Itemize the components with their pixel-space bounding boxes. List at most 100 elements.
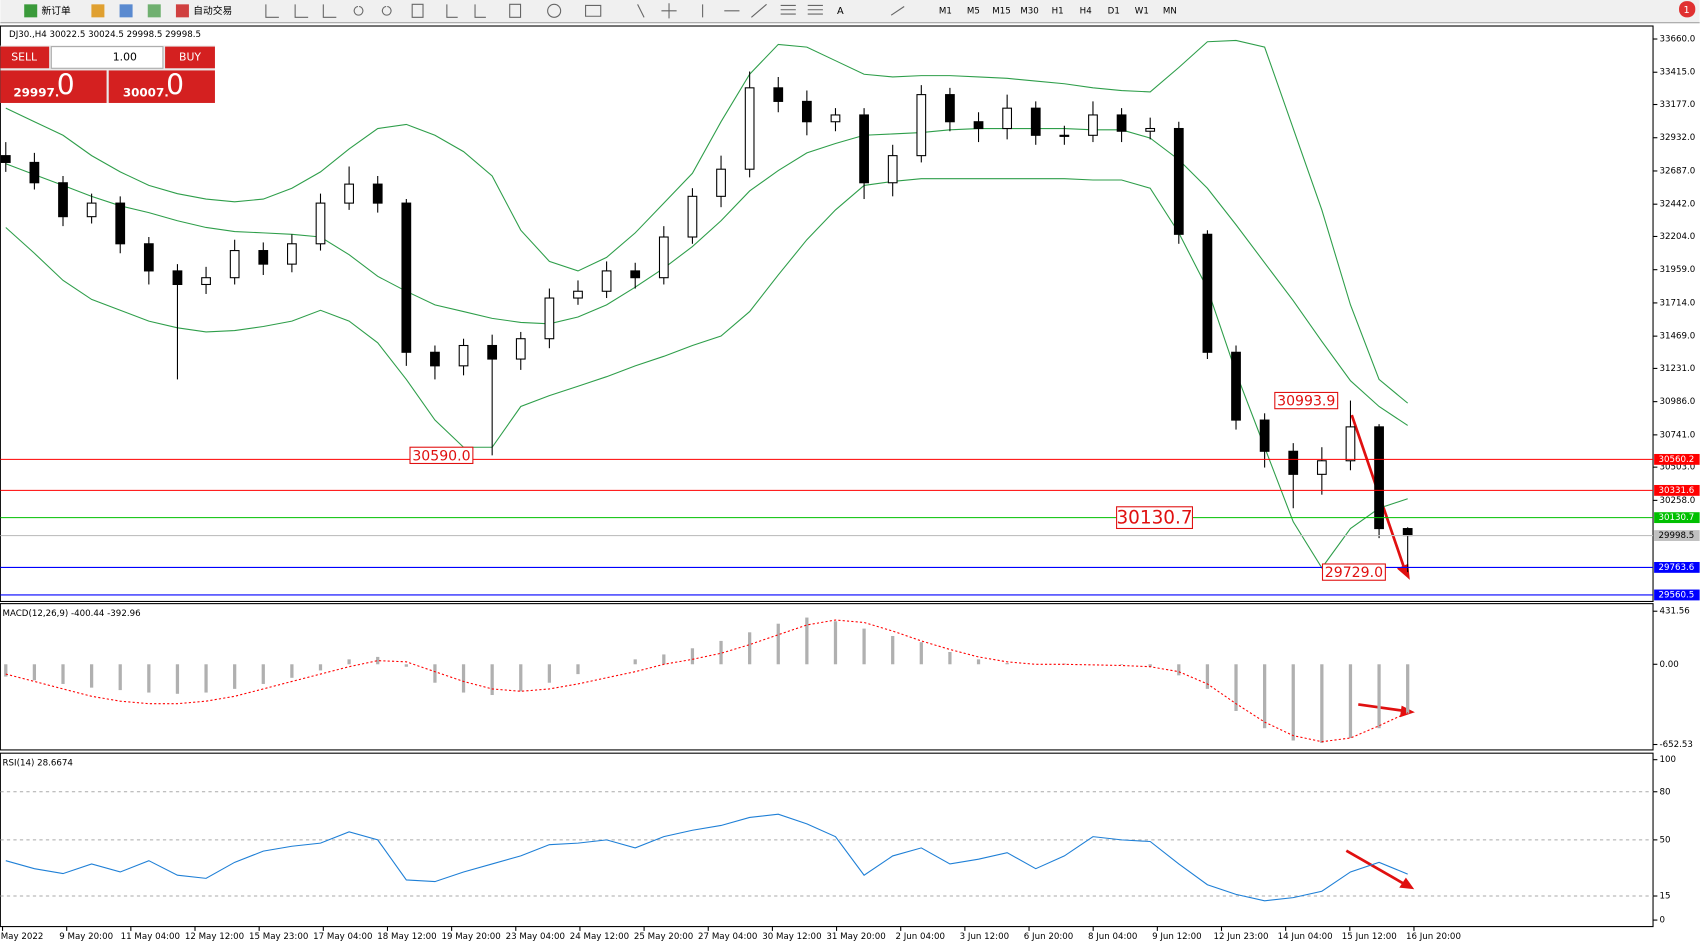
candle-body xyxy=(544,297,555,340)
macd-bar xyxy=(719,640,723,665)
date-label: 6 Jun 20:00 xyxy=(1024,932,1073,942)
macd-bar xyxy=(376,656,380,665)
y-tick-label: 30503.0 xyxy=(1660,463,1696,473)
timeframe[interactable]: M5 xyxy=(967,6,980,16)
price-annotation-box xyxy=(1274,391,1339,410)
candle-body xyxy=(201,277,211,286)
new-order-icon[interactable] xyxy=(24,4,38,18)
timeframe[interactable]: W1 xyxy=(1135,6,1149,16)
ask-big[interactable]: 0 xyxy=(166,69,184,102)
lot-value[interactable]: 1.00 xyxy=(113,50,137,63)
macd-bar xyxy=(833,621,838,665)
macd-bar xyxy=(204,664,208,693)
candle-body xyxy=(287,243,297,265)
toolbar-icons xyxy=(265,3,905,19)
price-level-label: 30331.6 xyxy=(1658,486,1694,496)
buy-label[interactable]: BUY xyxy=(179,50,201,63)
macd-bar xyxy=(776,623,780,665)
date-label: 31 May 20:00 xyxy=(826,932,885,942)
lot-input[interactable] xyxy=(50,46,164,69)
candle-body xyxy=(1030,107,1041,136)
text-tool[interactable]: A xyxy=(837,6,844,17)
candle-body xyxy=(830,114,841,123)
y-tick-label: 33177.0 xyxy=(1660,100,1696,110)
bid-big[interactable]: 0 xyxy=(57,69,75,102)
tool-icon[interactable] xyxy=(119,4,133,18)
candle-body xyxy=(143,243,154,272)
sell-button[interactable] xyxy=(0,46,50,69)
date-label: 8 Jun 04:00 xyxy=(1088,932,1137,942)
new-order[interactable]: 新订单 xyxy=(42,4,71,17)
auto-trade-icon[interactable] xyxy=(175,4,189,18)
bollinger-lower xyxy=(5,178,1408,569)
y-tick-label: 30741.0 xyxy=(1660,430,1696,440)
macd-bar xyxy=(519,664,523,692)
macd-bar xyxy=(690,648,695,665)
timeframe[interactable]: M1 xyxy=(939,6,952,16)
candle-body xyxy=(859,114,869,184)
y-tick-label: 32687.0 xyxy=(1660,166,1696,176)
price-level-label: 29560.5 xyxy=(1658,590,1694,600)
candle-body xyxy=(1173,127,1184,235)
macd-bar xyxy=(576,664,580,675)
price-annotation: 30130.7 xyxy=(1116,508,1192,529)
candle-body xyxy=(1002,107,1013,130)
candle-body xyxy=(58,182,68,218)
price-annotation-box xyxy=(409,446,474,465)
sell-label[interactable]: SELL xyxy=(11,50,37,63)
rsi-tick-label: 0 xyxy=(1660,916,1666,926)
tool-icon[interactable] xyxy=(91,4,105,18)
macd-bar xyxy=(1263,664,1267,729)
candle-body xyxy=(29,161,40,184)
timeframe[interactable]: MN xyxy=(1163,6,1177,16)
notification-badge[interactable] xyxy=(1679,1,1696,18)
macd-bar xyxy=(1119,664,1124,665)
timeframe[interactable]: H4 xyxy=(1080,6,1093,16)
macd-bar xyxy=(1148,664,1152,667)
macd-bar xyxy=(1234,664,1238,712)
candle-body xyxy=(1231,351,1241,421)
bollinger-upper xyxy=(5,39,1409,404)
macd-tick-label: -652.53 xyxy=(1660,740,1693,750)
buy-button[interactable] xyxy=(165,46,215,69)
macd-bar xyxy=(1406,664,1410,714)
macd-bar xyxy=(461,664,466,693)
tool-icon[interactable] xyxy=(147,4,161,18)
rsi-tick-label: 15 xyxy=(1660,892,1671,902)
candle-body xyxy=(0,155,11,163)
macd-bar xyxy=(89,664,94,688)
notification-count[interactable]: 1 xyxy=(1684,5,1690,16)
ask-box[interactable] xyxy=(108,70,215,103)
date-label: 27 May 04:00 xyxy=(698,932,757,942)
macd-bar xyxy=(1177,664,1181,676)
candle-body xyxy=(458,344,469,367)
auto-trade[interactable]: 自动交易 xyxy=(193,4,232,17)
timeframe[interactable]: D1 xyxy=(1108,6,1120,16)
timeframe[interactable]: M30 xyxy=(1020,6,1038,16)
y-tick-label: 31714.0 xyxy=(1660,298,1696,308)
candle-body xyxy=(573,290,583,299)
date-label: 16 Jun 20:00 xyxy=(1406,932,1461,942)
macd-tick-label: 0.00 xyxy=(1660,660,1679,670)
date-label: 2 Jun 04:00 xyxy=(895,932,944,942)
timeframe[interactable]: M15 xyxy=(992,6,1010,16)
candle-body xyxy=(1402,528,1413,537)
candle-body xyxy=(172,270,183,286)
candle-body xyxy=(1316,460,1327,475)
price-level-tag xyxy=(1654,589,1700,601)
macd-bar xyxy=(233,664,237,689)
candle-body xyxy=(1288,450,1299,475)
bid-box[interactable] xyxy=(0,70,107,103)
price-level-label: 30560.2 xyxy=(1658,455,1694,465)
timeframe[interactable]: H1 xyxy=(1052,6,1064,16)
date-label: May 2022 xyxy=(1,932,44,942)
bid-price[interactable]: 29997. xyxy=(13,86,59,100)
price-annotation: 30590.0 xyxy=(412,448,470,464)
macd-bar xyxy=(891,635,895,665)
candle-body xyxy=(1374,426,1384,530)
y-tick-label: 31231.0 xyxy=(1660,364,1696,374)
price-level-tag xyxy=(1654,484,1700,496)
ask-price[interactable]: 30007. xyxy=(123,86,169,100)
macd-bar xyxy=(175,664,180,694)
y-tick-label: 31959.0 xyxy=(1660,265,1696,275)
